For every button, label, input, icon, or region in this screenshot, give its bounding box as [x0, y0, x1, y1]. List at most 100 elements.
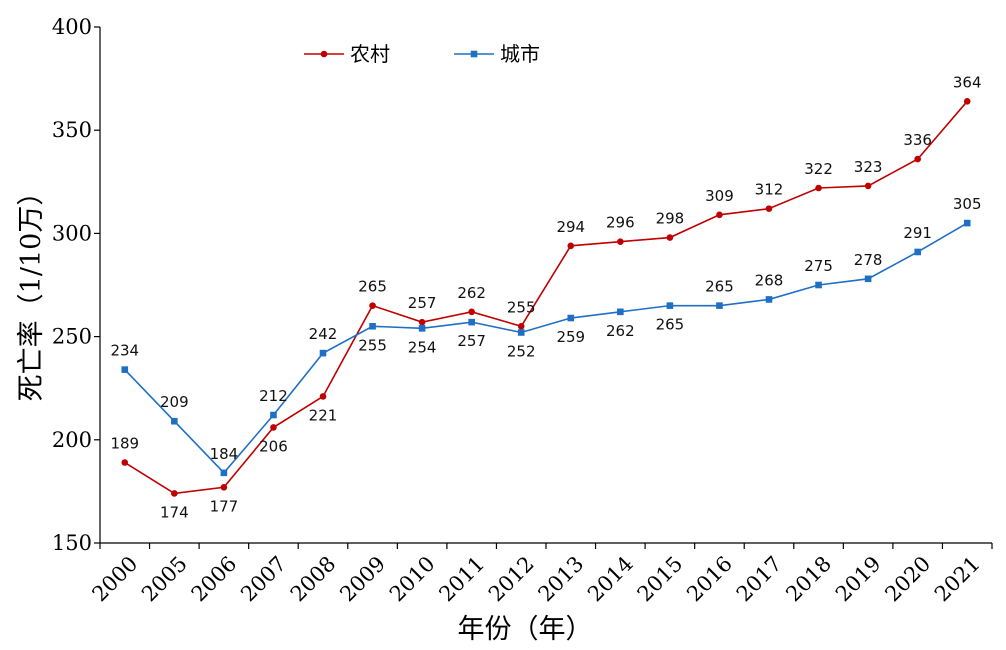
- data-label: 184: [210, 445, 239, 463]
- data-label: 265: [656, 316, 685, 334]
- x-tick-label: 2021: [930, 552, 985, 607]
- y-tick-label: 300: [52, 221, 92, 245]
- data-point: [815, 281, 822, 289]
- data-point: [220, 483, 228, 491]
- y-axis-ticks: 150 200 250 300 350 400: [52, 15, 100, 555]
- data-label: 262: [457, 284, 486, 302]
- data-label: 294: [556, 218, 585, 236]
- data-point: [963, 98, 971, 105]
- data-point: [617, 308, 624, 316]
- series-line-rural: [124, 100, 968, 495]
- data-label: 262: [606, 322, 635, 340]
- x-tick-label: 2015: [633, 552, 688, 607]
- data-label: 265: [358, 278, 387, 296]
- x-axis-ticks: 2000200520062007200820092010201120122013…: [88, 543, 993, 607]
- data-point: [121, 366, 129, 373]
- data-label: 255: [507, 298, 536, 316]
- data-label: 268: [755, 271, 784, 289]
- data-point: [666, 302, 674, 309]
- data-point: [220, 469, 228, 477]
- legend-marker: [320, 50, 328, 58]
- data-point: [864, 182, 872, 190]
- data-point: [270, 411, 277, 419]
- data-point: [319, 393, 327, 400]
- data-point: [765, 205, 773, 212]
- x-tick-label: 2005: [137, 552, 192, 607]
- data-point: [914, 155, 921, 163]
- data-point: [517, 322, 525, 330]
- x-tick-label: 2016: [682, 552, 737, 607]
- data-point: [270, 424, 277, 431]
- data-label: 336: [903, 131, 932, 149]
- x-tick-label: 2018: [781, 552, 836, 607]
- data-point: [567, 242, 575, 250]
- data-point: [864, 275, 872, 283]
- data-label: 257: [408, 294, 437, 312]
- data-point: [765, 296, 773, 303]
- data-label: 189: [110, 435, 139, 453]
- data-label: 364: [953, 73, 982, 91]
- data-point: [815, 184, 822, 192]
- data-label: 177: [210, 497, 239, 515]
- x-tick-label: 2008: [286, 552, 341, 607]
- data-point: [963, 219, 971, 227]
- x-tick-label: 2012: [484, 552, 539, 607]
- data-point: [171, 490, 178, 497]
- data-label: 252: [507, 342, 536, 360]
- data-label: 254: [408, 338, 437, 356]
- legend: 农村 城市: [304, 42, 540, 66]
- legend-marker: [470, 50, 478, 58]
- data-label: 255: [358, 336, 387, 354]
- x-tick-label: 2007: [236, 552, 291, 607]
- data-label: 291: [903, 224, 932, 242]
- data-point: [468, 318, 475, 326]
- x-tick-label: 2006: [187, 552, 242, 607]
- data-label: 278: [854, 251, 883, 269]
- data-label: 265: [705, 278, 734, 296]
- x-tick-label: 2017: [732, 552, 787, 607]
- data-point: [716, 211, 723, 219]
- x-tick-label: 2009: [335, 552, 390, 607]
- data-label: 174: [160, 503, 189, 521]
- legend-label: 城市: [500, 42, 540, 66]
- data-point: [319, 349, 327, 357]
- data-label: 275: [804, 257, 833, 275]
- y-axis-title: 死亡率（1/10万）: [16, 179, 47, 402]
- y-tick-label: 250: [52, 325, 92, 349]
- y-tick-label: 200: [52, 428, 92, 452]
- data-label: 221: [309, 406, 338, 424]
- y-tick-label: 150: [52, 531, 92, 555]
- data-label: 209: [160, 393, 189, 411]
- y-tick-label: 400: [52, 15, 92, 39]
- x-tick-label: 2014: [583, 552, 638, 607]
- legend-label: 农村: [350, 42, 390, 66]
- data-label: 206: [259, 437, 288, 455]
- x-tick-label: 2013: [534, 552, 589, 607]
- data-point: [369, 302, 376, 309]
- data-point: [171, 417, 178, 425]
- data-label: 305: [953, 195, 982, 213]
- series-layer: [121, 98, 971, 497]
- data-point: [914, 248, 921, 256]
- data-point: [716, 302, 723, 309]
- data-label: 257: [457, 332, 486, 350]
- data-label: 309: [705, 187, 734, 205]
- x-tick-label: 2020: [880, 552, 935, 607]
- data-point: [567, 314, 575, 322]
- data-label: 323: [854, 158, 883, 176]
- data-label: 234: [110, 342, 139, 360]
- data-label: 322: [804, 160, 833, 178]
- data-point: [517, 329, 525, 336]
- data-label: 212: [259, 387, 288, 405]
- x-tick-label: 2011: [434, 552, 489, 607]
- data-point: [121, 459, 129, 466]
- y-tick-label: 350: [52, 118, 92, 142]
- data-point: [418, 318, 426, 326]
- data-label: 298: [656, 210, 685, 228]
- data-label: 242: [309, 325, 338, 343]
- data-label: 259: [556, 328, 585, 346]
- x-tick-label: 2000: [88, 552, 143, 607]
- data-point: [468, 308, 475, 316]
- data-label: 312: [755, 181, 784, 199]
- x-tick-label: 2019: [831, 552, 886, 607]
